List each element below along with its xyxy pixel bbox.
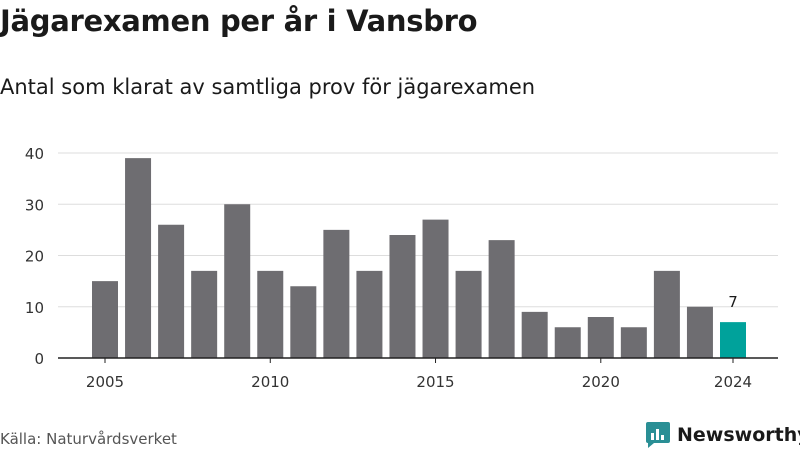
x-tick-label: 2024	[714, 373, 752, 391]
newsworthy-logo-icon	[646, 422, 670, 448]
data-label: 7	[728, 293, 738, 311]
bar-2023	[686, 306, 713, 358]
bar-2010	[257, 270, 284, 358]
bar-2016	[455, 270, 482, 358]
brand-logo: Newsworthy	[645, 420, 800, 450]
bar-2017	[488, 240, 515, 358]
brand-name: Newsworthy	[677, 424, 800, 446]
bar-2015	[422, 219, 449, 358]
chart-subtitle: Antal som klarat av samtliga prov för jä…	[0, 75, 536, 99]
x-tick-label: 2005	[86, 373, 124, 391]
bar-2022	[653, 270, 680, 358]
y-tick-label: 0	[34, 350, 44, 368]
bar-2007	[158, 224, 185, 358]
y-tick-label: 10	[25, 299, 44, 317]
data-labels: 7	[728, 293, 738, 311]
bar-2019	[554, 327, 581, 358]
bar-2006	[125, 158, 152, 358]
chart-title: Jägarexamen per år i Vansbro	[0, 4, 478, 38]
bar-2013	[356, 270, 383, 358]
bar-chart: 7 0 10 20 30 40 2005 2010 2015 2020 2024	[25, 145, 778, 391]
bar-2009	[224, 204, 251, 358]
bar-2024	[720, 322, 746, 358]
y-tick-label: 40	[25, 145, 44, 163]
bar-2018	[521, 311, 548, 358]
bar-2005	[92, 281, 118, 358]
bar-2021	[620, 327, 647, 358]
x-tick-label: 2020	[582, 373, 620, 391]
y-tick-label: 20	[25, 248, 44, 266]
bars	[92, 158, 746, 358]
axes: 0 10 20 30 40 2005 2010 2015 2020 2024	[25, 145, 778, 391]
source-note: Källa: Naturvårdsverket	[0, 430, 177, 448]
bar-2008	[191, 270, 218, 358]
bar-2020	[587, 317, 614, 358]
x-tick-label: 2010	[251, 373, 289, 391]
bar-2011	[290, 286, 317, 358]
x-tick-label: 2015	[416, 373, 454, 391]
y-tick-label: 30	[25, 196, 44, 214]
bar-2012	[323, 229, 350, 358]
bar-2014	[389, 235, 416, 358]
